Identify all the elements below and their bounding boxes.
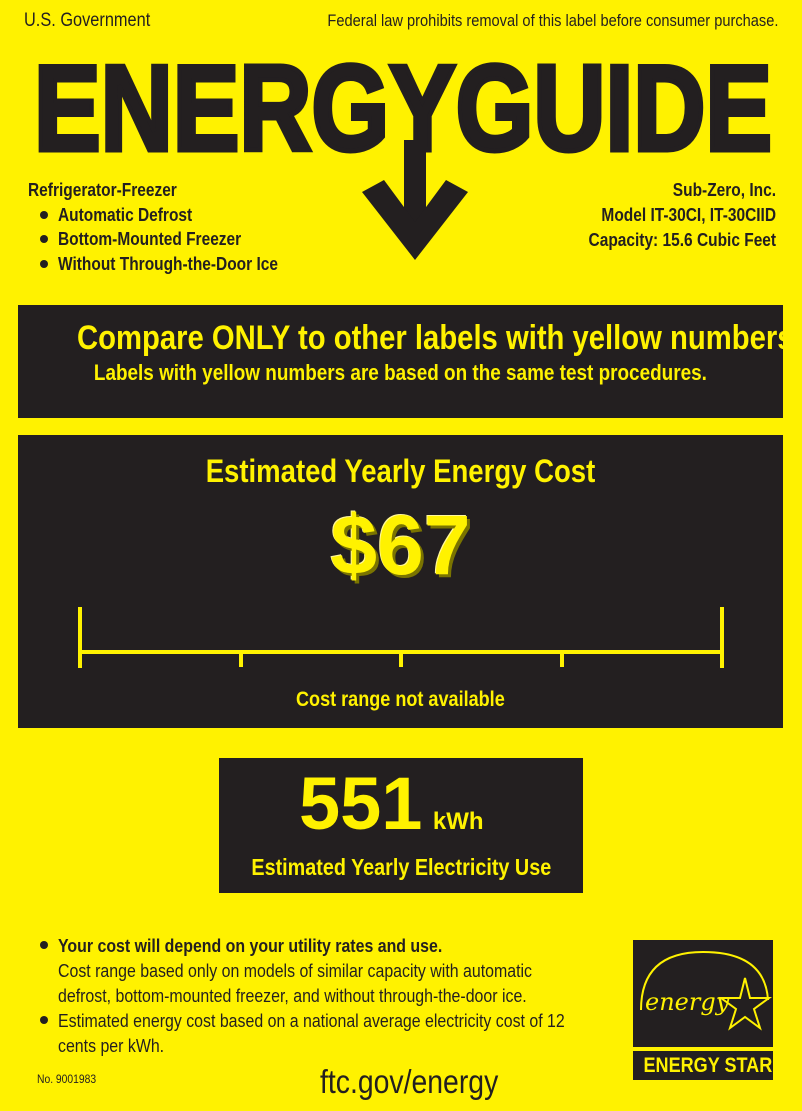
label-number: No. 9001983 [37,1072,97,1086]
feature-list: Automatic Defrost Bottom-Mounted Freezer… [28,203,314,277]
usage-panel: 551 kWh Estimated Yearly Electricity Use [219,758,583,893]
manufacturer: Sub-Zero, Inc. [672,180,776,200]
energy-star-icon: energy [640,950,773,1031]
notes: Your cost will depend on your utility ra… [36,933,596,1058]
product-info: Sub-Zero, Inc. Model IT-30CI, IT-30CIID … [558,178,776,253]
feature-item: Without Through-the-Door Ice [36,252,314,277]
cost-panel: Estimated Yearly Energy Cost $67 Cost ra… [18,435,783,728]
usage-readout: 551 kWh [299,762,484,867]
svg-text:energy: energy [645,988,730,1016]
energyguide-title-graphic: ENERGYGUIDE [32,38,775,260]
government-label: U.S. Government [24,10,151,31]
removal-notice: Federal law prohibits removal of this la… [326,11,778,30]
cost-range-note: Cost range not available [296,688,505,711]
arrow-down-icon [362,140,468,260]
feature-item: Bottom-Mounted Freezer [36,227,314,252]
cost-heading: Estimated Yearly Energy Cost [205,453,596,489]
ftc-url[interactable]: ftc.gov/energy [320,1063,499,1100]
compare-banner: Compare ONLY to other labels with yellow… [18,305,802,418]
usage-label: Estimated Yearly Electricity Use [251,854,551,880]
cost-range-scale [78,607,724,668]
capacity: Capacity: 15.6 Cubic Feet [588,230,776,250]
usage-unit: kWh [432,808,484,835]
compare-subline: Labels with yellow numbers are based on … [94,360,707,385]
energy-star-logo: energy ENERGY STAR [633,940,773,1080]
compare-headline: Compare ONLY to other labels with yellow… [76,319,802,357]
product-type: Refrigerator-Freezer [28,180,177,200]
note-2: Estimated energy cost based on a nationa… [36,1008,596,1058]
energy-star-label: ENERGY STAR [633,1051,773,1080]
energyguide-title: ENERGYGUIDE [34,40,772,176]
product-description: Refrigerator-Freezer Automatic Defrost B… [28,178,314,276]
cost-value: $67 [330,498,471,592]
model: Model IT-30CI, IT-30CIID [601,205,776,225]
feature-item: Automatic Defrost [36,203,314,228]
usage-value: 551 [299,762,423,845]
note-1: Your cost will depend on your utility ra… [36,933,596,1008]
